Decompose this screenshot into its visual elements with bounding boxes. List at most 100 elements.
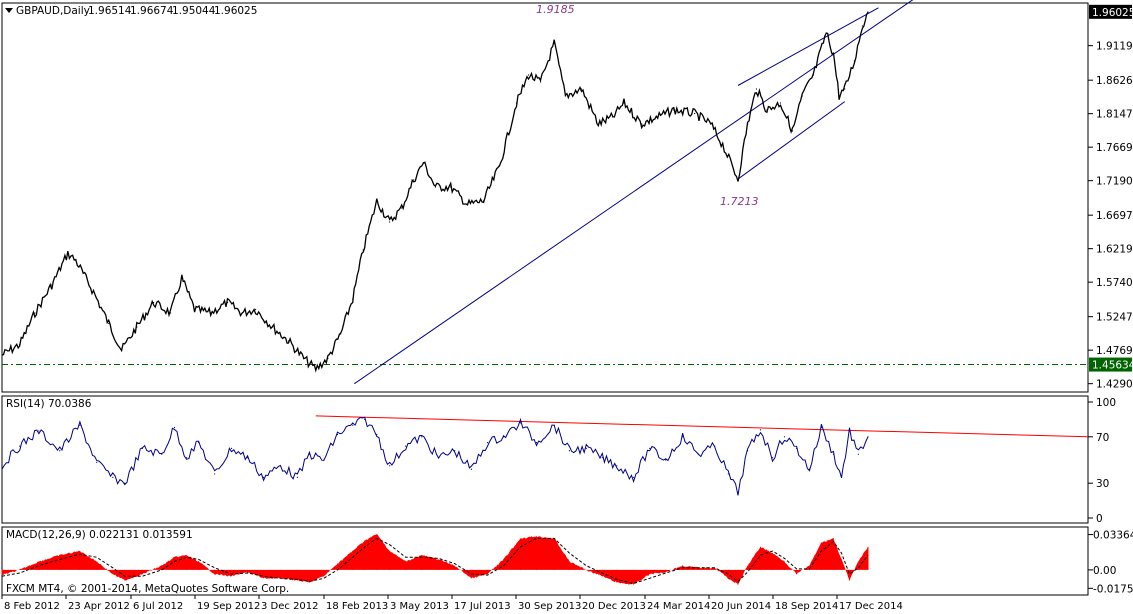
rsi-point [808, 468, 811, 470]
price-point [169, 312, 172, 314]
price-point [564, 95, 567, 97]
chart-arrow-icon [5, 8, 13, 13]
macd-bar [336, 563, 338, 570]
rsi-point [601, 457, 603, 459]
price-y-tick-label: 1.62190 [1096, 244, 1133, 256]
macd-bar [198, 561, 200, 570]
macd-bar [161, 565, 163, 570]
macd-bar [280, 569, 282, 579]
macd-layer: 0.033648 0.00 -0.017529 [1, 530, 1133, 595]
rsi-point [832, 453, 835, 455]
rsi-point [352, 424, 354, 426]
rsi-panel-frame[interactable] [1, 395, 1089, 524]
rsi-y-tick-label: 70 [1096, 432, 1109, 444]
macd-bar [616, 569, 618, 583]
macd-bar [124, 569, 126, 581]
macd-bar [536, 536, 538, 570]
macd-bar [421, 555, 423, 570]
x-axis-label: 8 Feb 2012 [4, 601, 60, 612]
x-axis-label: 18 Sep 2014 [775, 601, 838, 612]
price-point [210, 312, 212, 314]
header-high: 1.96674 [130, 5, 174, 17]
rsi-point [633, 476, 635, 478]
x-axis-label: 17 Jul 2013 [454, 601, 511, 612]
x-axis-label: 17 Dec 2014 [839, 601, 903, 612]
rsi-point [665, 459, 667, 461]
rsi-point [246, 457, 249, 459]
price-point [737, 178, 739, 180]
price-series-line [1, 11, 869, 373]
current-price-label: 1.96025 [1092, 7, 1133, 19]
price-y-tick-label: 1.76690 [1096, 142, 1133, 154]
rsi-point [198, 442, 200, 444]
rsi-point [848, 430, 851, 432]
current-price-box [1089, 4, 1132, 19]
rsi-point [364, 418, 366, 420]
rsi-point [867, 436, 869, 438]
macd-bar [784, 561, 786, 570]
macd-bar [808, 565, 810, 570]
header-symbol: GBPAUD,Daily [16, 5, 90, 17]
rsi-point [173, 426, 176, 429]
price-point [153, 301, 155, 304]
price-point [853, 60, 855, 62]
price-point [327, 357, 329, 360]
price-point [527, 74, 530, 76]
macd-bar [820, 542, 822, 570]
header-close: 1.96025 [214, 5, 257, 17]
price-point [580, 88, 583, 90]
rsi-point [857, 453, 859, 455]
macd-bar [376, 534, 378, 570]
rsi-point [336, 433, 339, 436]
price-point [401, 207, 403, 209]
rsi-point [503, 436, 505, 438]
price-point [722, 144, 724, 146]
price-point [861, 25, 863, 27]
macd-bar [698, 567, 700, 570]
macd-bar [867, 546, 869, 570]
rsi-point [59, 450, 61, 452]
macd-y-tick-label: 0.033648 [1093, 530, 1133, 542]
x-axis-label: 24 Mar 2014 [647, 601, 710, 612]
rsi-point [308, 453, 310, 455]
x-axis-label: 23 Apr 2012 [68, 601, 130, 612]
rsi-point [389, 465, 391, 467]
macd-bar [214, 569, 216, 575]
rsi-point [616, 465, 618, 467]
price-point [376, 200, 378, 202]
rsi-point [747, 450, 749, 452]
x-axis-label: 6 Jul 2012 [133, 601, 183, 612]
price-point [303, 357, 305, 360]
rsi-point [112, 476, 114, 478]
price-y-tick-label: 1.66975 [1096, 210, 1133, 222]
price-y-tick-label: 1.57405 [1096, 277, 1133, 289]
rsi-trendline [315, 415, 1089, 438]
price-point [553, 42, 555, 45]
price-annotation-1-7213: 1.7213 [720, 195, 759, 208]
copyright-text: FXCM MT4, © 2001-2014, MetaQuotes Softwa… [6, 583, 289, 595]
rsi-layer: 100 70 30 0 [1, 397, 1116, 525]
macd-bar [352, 551, 354, 570]
price-point [271, 326, 274, 328]
price-point [838, 95, 840, 97]
price-point [67, 252, 69, 255]
macd-bar [59, 555, 61, 570]
rsi-point [649, 447, 651, 449]
rsi-point [737, 491, 739, 494]
rsi-point [553, 424, 555, 426]
rsi-point [470, 468, 473, 470]
price-y-tick-label: 1.71905 [1096, 176, 1133, 188]
macd-bar [568, 561, 570, 570]
rsi-point [141, 447, 144, 449]
macd-title: MACD(12,26,9) 0.022131 0.013591 [6, 529, 193, 541]
price-point [389, 221, 391, 223]
price-point [181, 277, 183, 279]
price-point [92, 291, 95, 293]
macd-bar [247, 569, 249, 572]
price-panel-frame[interactable] [1, 2, 1089, 393]
macd-bar [771, 553, 773, 570]
support-price-box [1089, 357, 1132, 372]
macd-bar [231, 569, 233, 577]
rsi-point [405, 445, 407, 447]
